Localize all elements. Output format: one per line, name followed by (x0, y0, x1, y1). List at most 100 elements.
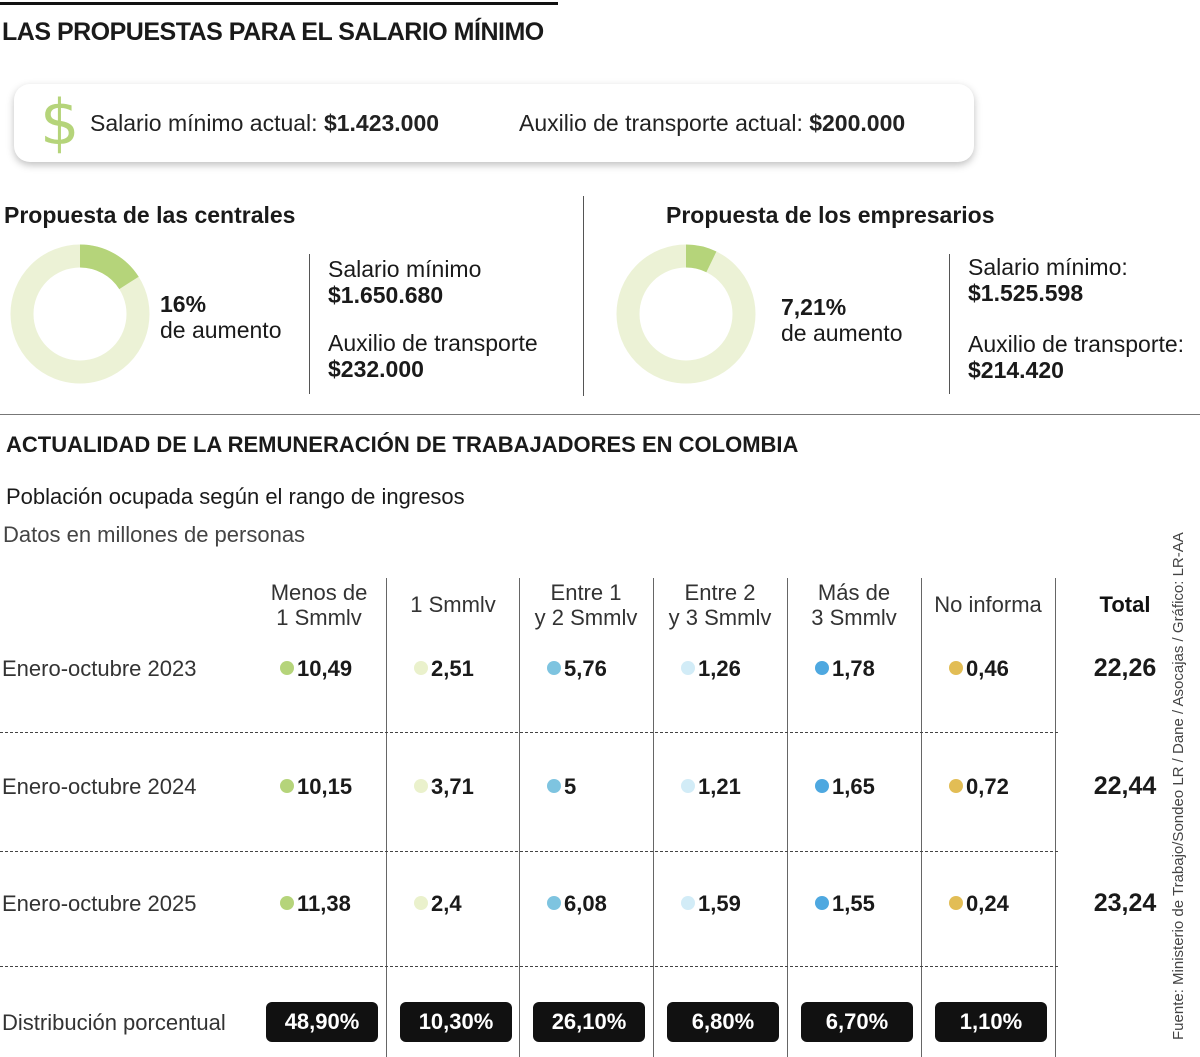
table-units: Datos en millones de personas (3, 522, 306, 547)
legend-dot (280, 779, 294, 793)
centrales-salary-value: $1.650.680 (328, 282, 444, 308)
source-note: Fuente: Ministerio de Trabajo/Sondeo LR … (1170, 532, 1187, 1040)
legend-dot (681, 896, 695, 910)
legend-dot (815, 779, 829, 793)
column-header: Entre 1 y 2 Smmlv (534, 580, 638, 630)
table-cell: 0,24 (949, 891, 1009, 917)
row-total: 23,24 (1093, 889, 1157, 917)
table-cell: 10,15 (280, 774, 352, 800)
table-cell: 0,72 (949, 774, 1009, 800)
row-total: 22,44 (1093, 772, 1157, 800)
column-header: No informa (934, 592, 1042, 617)
table-cell: 10,49 (280, 656, 352, 682)
empresarios-salary-value: $1.525.598 (968, 280, 1084, 306)
cell-value: 1,26 (698, 656, 741, 681)
current-transport: Auxilio de transporte actual: $200.000 (519, 110, 905, 137)
centrales-transport: Auxilio de transporte $232.000 (328, 330, 538, 382)
table-cell: 1,59 (681, 891, 741, 917)
table-subtitle: Población ocupada según el rango de ingr… (6, 484, 465, 509)
distribution-badge: 48,90% (266, 1002, 378, 1042)
legend-dot (949, 896, 963, 910)
section2-title: ACTUALIDAD DE LA REMUNERACIÓN DE TRABAJA… (6, 432, 799, 457)
table-cell: 3,71 (414, 774, 474, 800)
cell-value: 10,15 (297, 774, 353, 799)
empresarios-transport-value: $214.420 (968, 357, 1064, 383)
legend-dot (414, 779, 428, 793)
row-label: Enero-octubre 2024 (2, 774, 197, 799)
legend-dot (414, 896, 428, 910)
current-salary-value: $1.423.000 (323, 110, 440, 136)
distribution-badge: 6,80% (667, 1002, 779, 1042)
distribution-badge: 26,10% (533, 1002, 645, 1042)
table-column-divider (519, 578, 520, 1057)
centrales-pct-label: de aumento (160, 317, 282, 343)
table-row-divider (0, 851, 1058, 852)
empresarios-heading: Propuesta de los empresarios (666, 202, 995, 228)
cell-value: 1,21 (698, 774, 741, 799)
cell-value: 1,65 (832, 774, 875, 799)
table-cell: 1,55 (815, 891, 875, 917)
legend-dot (547, 896, 561, 910)
empresarios-transport: Auxilio de transporte: $214.420 (968, 331, 1184, 383)
legend-dot (681, 661, 695, 675)
row-label: Enero-octubre 2023 (2, 656, 197, 681)
table-cell: 11,38 (280, 891, 351, 917)
table-column-divider (386, 578, 387, 1057)
table-cell: 1,65 (815, 774, 875, 800)
table-cell: 2,51 (414, 656, 474, 682)
empresarios-pct-label: de aumento (781, 320, 903, 346)
table-column-divider (1055, 578, 1056, 1057)
cell-value: 2,51 (431, 656, 474, 681)
distribution-badge: 1,10% (935, 1002, 1047, 1042)
legend-dot (949, 779, 963, 793)
section-divider (0, 414, 1200, 415)
cell-value: 3,71 (431, 774, 474, 799)
distribution-badge: 6,70% (801, 1002, 913, 1042)
distribution-label: Distribución porcentual (2, 1010, 226, 1035)
legend-dot (547, 779, 561, 793)
empresarios-divider (949, 254, 950, 394)
legend-dot (414, 661, 428, 675)
current-salary-label: Salario mínimo actual: (90, 110, 324, 136)
empresarios-donut-track (616, 244, 756, 384)
centrales-salary: Salario mínimo $1.650.680 (328, 256, 481, 308)
table-cell: 0,46 (949, 656, 1009, 682)
proposals-divider (583, 196, 584, 396)
centrales-divider (309, 254, 310, 394)
distribution-badge: 10,30% (400, 1002, 512, 1042)
column-header: 1 Smmlv (410, 592, 496, 617)
table-cell: 5,76 (547, 656, 607, 682)
legend-dot (280, 661, 294, 675)
table-cell: 5 (547, 774, 576, 800)
current-transport-value: $200.000 (809, 110, 906, 136)
centrales-transport-value: $232.000 (328, 356, 424, 382)
empresarios-transport-label: Auxilio de transporte: (968, 331, 1185, 357)
current-transport-label: Auxilio de transporte actual: (519, 110, 810, 136)
current-values-box (14, 84, 974, 162)
centrales-transport-label: Auxilio de transporte (328, 330, 538, 356)
table-column-divider (787, 578, 788, 1057)
cell-value: 0,72 (966, 774, 1009, 799)
empresarios-salary: Salario mínimo: $1.525.598 (968, 254, 1128, 306)
column-header: Menos de 1 Smmlv (270, 580, 368, 630)
cell-value: 2,4 (431, 891, 462, 916)
legend-dot (815, 896, 829, 910)
table-cell: 2,4 (414, 891, 462, 917)
empresarios-donut (616, 244, 756, 384)
column-header: Entre 2 y 3 Smmlv (668, 580, 772, 630)
centrales-donut (10, 244, 150, 384)
cell-value: 1,59 (698, 891, 741, 916)
table-cell: 1,26 (681, 656, 741, 682)
dollar-icon: $ (40, 86, 80, 159)
table-row-divider (0, 732, 1058, 733)
empresarios-donut-arc (685, 244, 717, 273)
row-label: Enero-octubre 2025 (2, 891, 197, 916)
table-column-divider (921, 578, 922, 1057)
cell-value: 5 (564, 774, 577, 799)
legend-dot (815, 661, 829, 675)
legend-dot (949, 661, 963, 675)
legend-dot (681, 779, 695, 793)
empresarios-salary-label: Salario mínimo: (968, 254, 1128, 280)
centrales-pct-value: 16% (160, 291, 207, 317)
empresarios-pct: 7,21% de aumento (781, 294, 902, 346)
